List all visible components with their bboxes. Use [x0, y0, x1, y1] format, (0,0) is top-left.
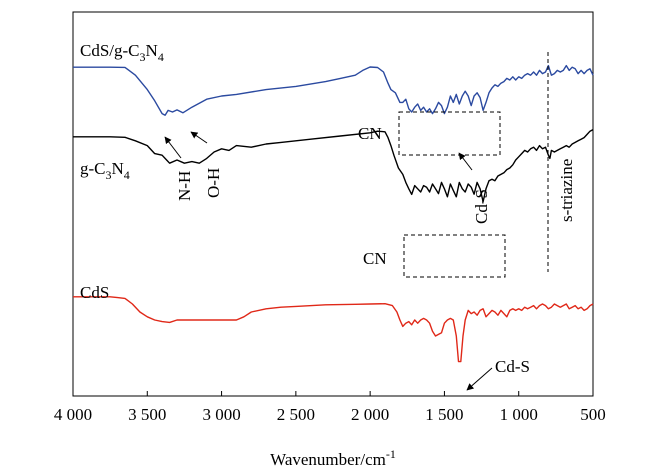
- x-tick-label-1: 3 500: [128, 405, 166, 424]
- series-label-cds-gc3n4: CdS/g-C3N4: [80, 41, 164, 64]
- series-line-2: [73, 296, 594, 363]
- annotation-cds-vertical: Cd-S: [472, 189, 491, 224]
- annotation-cds-horizontal: Cd-S: [495, 357, 530, 376]
- x-tick-label-3: 2 500: [277, 405, 315, 424]
- arrow-oh: [190, 131, 208, 144]
- x-tick-label-2: 3 000: [202, 405, 240, 424]
- x-tick-label-4: 2 000: [351, 405, 389, 424]
- x-tick-label-7: 500: [580, 405, 606, 424]
- series-layer: [73, 64, 594, 363]
- arrow-cds-lower: [466, 367, 493, 391]
- x-axis: 4 000 3 500 3 000 2 500 2 000 1 500 1 000 500: [54, 391, 606, 424]
- arrow-cds-upper: [458, 152, 473, 171]
- x-tick-label-0: 4 000: [54, 405, 92, 424]
- series-line-0: [73, 64, 594, 116]
- arrow-nh: [164, 136, 182, 159]
- plot-frame: [72, 11, 594, 397]
- annotation-oh: O-H: [204, 168, 223, 198]
- x-tick-label-5: 1 500: [425, 405, 463, 424]
- annotation-cn-upper: CN: [358, 124, 382, 143]
- x-axis-label: Wavenumber/cm-1: [270, 447, 396, 469]
- series-label-cds: CdS: [80, 283, 109, 302]
- annotation-cn-lower: CN: [363, 249, 387, 268]
- series-line-1: [73, 128, 594, 203]
- series-label-gc3n4: g-C3N4: [80, 159, 130, 182]
- cn-box-upper: [398, 111, 501, 156]
- annotation-s-triazine: s-triazine: [557, 159, 576, 222]
- x-tick-label-6: 1 000: [500, 405, 538, 424]
- annotation-nh: N-H: [175, 171, 194, 201]
- cn-box-lower: [403, 234, 506, 278]
